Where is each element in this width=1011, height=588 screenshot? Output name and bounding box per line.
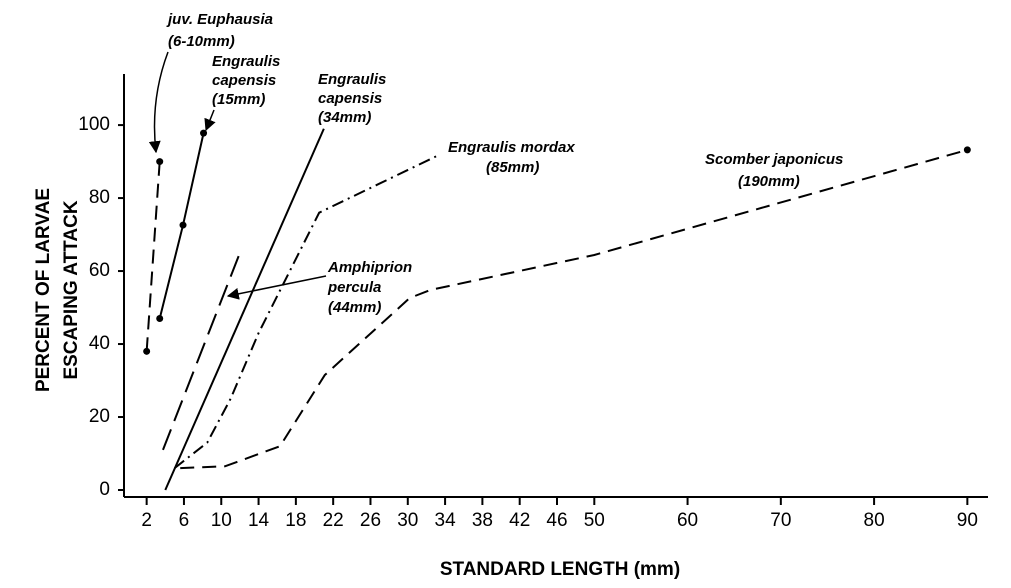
series-line [164,128,325,491]
annotation: (15mm) [212,91,265,108]
annotation-arrow [204,109,216,132]
x-tick-label: 70 [770,510,791,531]
point [179,221,187,229]
annotation: Amphiprion [327,259,412,276]
x-tick-label: 14 [248,510,270,531]
y-tick-label: 0 [99,479,110,500]
point [143,347,151,355]
x-tick-label: 60 [677,510,698,531]
x-tick-label: 42 [509,510,530,531]
annotation-arrow [226,275,327,300]
annotation-arrow [148,51,169,154]
y-tick-label: 60 [89,260,110,281]
series-line [145,161,161,352]
point [200,129,208,137]
x-tick-label: 2 [141,510,152,531]
y-axis-label: ESCAPING ATTACK [61,200,82,379]
annotation: Engraulis [318,71,386,88]
annotation: (44mm) [328,299,381,316]
series-line [180,148,968,470]
series-line [162,252,241,451]
x-tick-label: 22 [323,510,344,531]
annotation: Scomber japonicus [705,151,843,168]
x-tick-label: 34 [435,510,457,531]
series-line [174,153,441,469]
y-tick-label: 100 [78,114,110,135]
y-tick-label: 80 [89,187,110,208]
y-tick-label: 20 [89,406,110,427]
y-axis-label: PERCENT OF LARVAE [33,188,54,392]
annotation: (190mm) [738,173,800,190]
point [963,146,971,154]
annotation: juv. Euphausia [166,11,273,28]
x-tick-label: 50 [584,510,605,531]
annotation: (34mm) [318,109,371,126]
x-tick-label: 10 [211,510,232,531]
annotation: (6-10mm) [168,33,235,50]
point [156,158,164,166]
y-tick-label: 40 [89,333,110,354]
annotation: capensis [212,72,276,89]
annotation: capensis [318,90,382,107]
x-axis-label: STANDARD LENGTH (mm) [440,559,680,580]
x-tick-label: 46 [546,510,567,531]
x-tick-label: 6 [179,510,190,531]
annotation: percula [327,279,381,296]
x-tick-label: 90 [957,510,978,531]
x-tick-label: 80 [864,510,885,531]
annotation: Engraulis mordax [448,139,575,156]
x-tick-label: 18 [285,510,306,531]
annotation: Engraulis [212,53,280,70]
annotation: (85mm) [486,159,539,176]
x-tick-label: 38 [472,510,493,531]
x-tick-label: 30 [397,510,418,531]
x-tick-label: 26 [360,510,381,531]
point [156,314,164,322]
